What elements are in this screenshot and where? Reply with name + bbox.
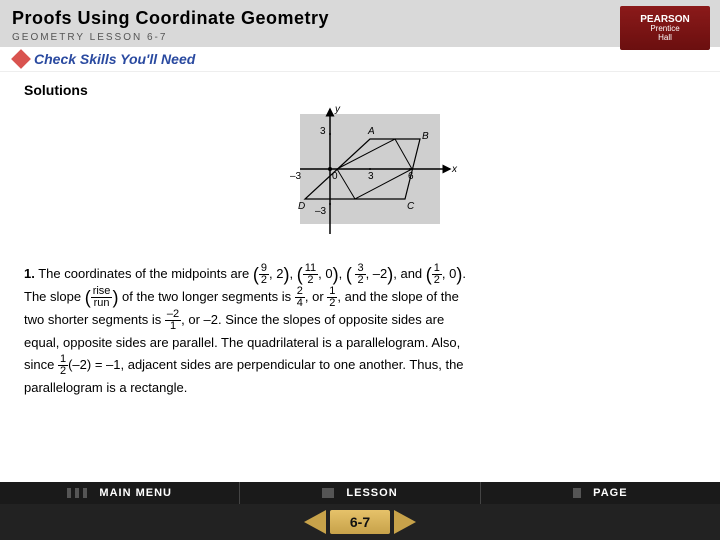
footer-menu-row: MAIN MENU LESSON PAGE — [0, 482, 720, 504]
pearson-logo: PEARSON Prentice Hall — [620, 6, 710, 50]
coordinate-graph: y x 3 –3 –3 0 3 6 A B C D — [260, 104, 460, 244]
svg-text:x: x — [451, 164, 458, 175]
page-subtitle: GEOMETRY LESSON 6-7 — [12, 32, 708, 43]
logo-text-3: Hall — [658, 34, 672, 43]
svg-text:A: A — [367, 126, 375, 137]
svg-text:B: B — [422, 131, 429, 142]
svg-text:C: C — [407, 201, 415, 212]
problem-number: 1. — [24, 266, 35, 281]
page-title: Proofs Using Coordinate Geometry — [12, 8, 708, 29]
intro-text: The coordinates of the midpoints are — [38, 266, 253, 281]
lesson-nav: 6-7 — [0, 504, 720, 540]
svg-text:3: 3 — [368, 171, 374, 182]
solutions-heading: Solutions — [24, 82, 696, 98]
check-skills-label: Check Skills You'll Need — [34, 51, 195, 67]
lesson-button[interactable]: LESSON — [240, 482, 480, 504]
svg-text:D: D — [298, 201, 305, 212]
diamond-icon — [11, 49, 31, 69]
svg-text:y: y — [334, 104, 341, 115]
footer: MAIN MENU LESSON PAGE 6-7 — [0, 482, 720, 540]
svg-text:3: 3 — [320, 126, 326, 137]
check-skills-bar: Check Skills You'll Need — [0, 47, 720, 72]
svg-text:–3: –3 — [290, 171, 302, 182]
solution-text: 1. The coordinates of the midpoints are … — [24, 263, 696, 399]
lesson-number[interactable]: 6-7 — [330, 510, 390, 534]
page-button[interactable]: PAGE — [481, 482, 720, 504]
prev-arrow-icon[interactable] — [304, 510, 326, 534]
svg-text:–3: –3 — [315, 206, 327, 217]
header: Proofs Using Coordinate Geometry GEOMETR… — [0, 0, 720, 47]
main-menu-button[interactable]: MAIN MENU — [0, 482, 240, 504]
content-area: Solutions y x 3 –3 –3 0 3 6 A B C D — [0, 72, 720, 409]
next-arrow-icon[interactable] — [394, 510, 416, 534]
graph-area: y x 3 –3 –3 0 3 6 A B C D — [24, 104, 696, 249]
